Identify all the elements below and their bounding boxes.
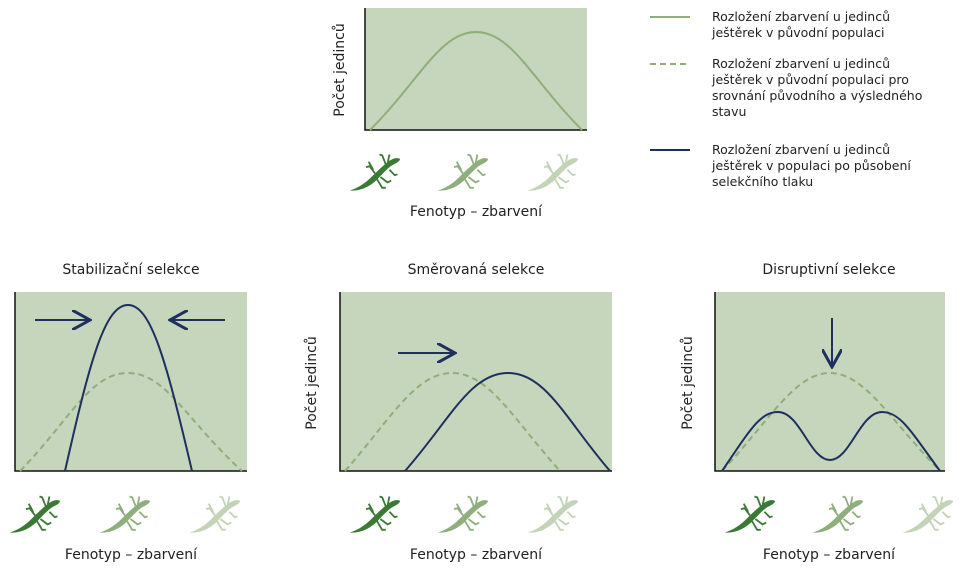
panel-disruptive: [714, 292, 945, 472]
legend-entry: Rozložení zbarvení u jedinců ještěrek v p…: [712, 9, 890, 41]
legend-line: Rozložení zbarvení u jedinců: [712, 9, 891, 24]
legend-line: srovnání původního a výsledného: [712, 88, 923, 103]
top-chart: [364, 8, 587, 131]
legend-entry: Rozložení zbarvení u jedinců ještěrek v p…: [712, 56, 922, 120]
legend-line: ještěrek v původní populaci pro: [712, 72, 909, 87]
legend-line: Rozložení zbarvení u jedinců: [712, 142, 891, 157]
panel-title: Disruptivní selekce: [762, 262, 896, 278]
x-label: Fenotyp – zbarvení: [409, 547, 543, 563]
legend-line: ještěrek v populaci po působení: [712, 158, 911, 173]
legend-line: stavu: [712, 104, 747, 119]
y-label: Počet jedinců: [304, 336, 320, 430]
x-label: Fenotyp – zbarvení: [409, 204, 543, 220]
y-label: Počet jedinců: [680, 336, 696, 430]
legend-line: Rozložení zbarvení u jedinců: [712, 56, 891, 71]
panel-stabilizing: [14, 292, 247, 472]
legend-line: selekčního tlaku: [712, 174, 814, 189]
panel-title: Směrovaná selekce: [407, 262, 545, 278]
panel-title: Stabilizační selekce: [62, 262, 200, 278]
legend-entry: Rozložení zbarvení u jedinců ještěrek v p…: [712, 142, 911, 190]
legend-symbols: [650, 16, 690, 151]
y-label: Počet jedinců: [332, 23, 348, 117]
panel-directional: [339, 292, 612, 472]
x-label: Fenotyp – zbarvení: [762, 547, 896, 563]
x-label: Fenotyp – zbarvení: [64, 547, 198, 563]
legend-line: ještěrek v původní populaci: [712, 25, 885, 40]
